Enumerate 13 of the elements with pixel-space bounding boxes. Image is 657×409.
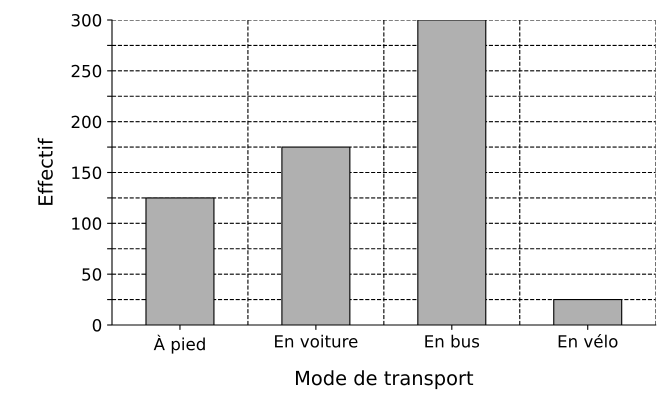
x-tick-label: À pied	[154, 334, 205, 354]
x-tick-label: En bus	[425, 334, 480, 348]
x-tick-label: En vélo	[558, 334, 618, 348]
x-axis-title: Mode de transport	[296, 370, 474, 390]
y-axis-title: Effectif	[38, 138, 53, 205]
y-tick-label: 0	[92, 318, 102, 332]
y-tick-label: 250	[72, 64, 102, 78]
y-tick-label: 300	[72, 14, 102, 27]
y-tick-label: 150	[72, 166, 102, 180]
x-tick-label: En voiture	[275, 334, 358, 348]
y-tick-label: 100	[72, 217, 102, 230]
y-tick-label: 50	[82, 268, 102, 281]
y-tick-label: 200	[72, 116, 102, 128]
